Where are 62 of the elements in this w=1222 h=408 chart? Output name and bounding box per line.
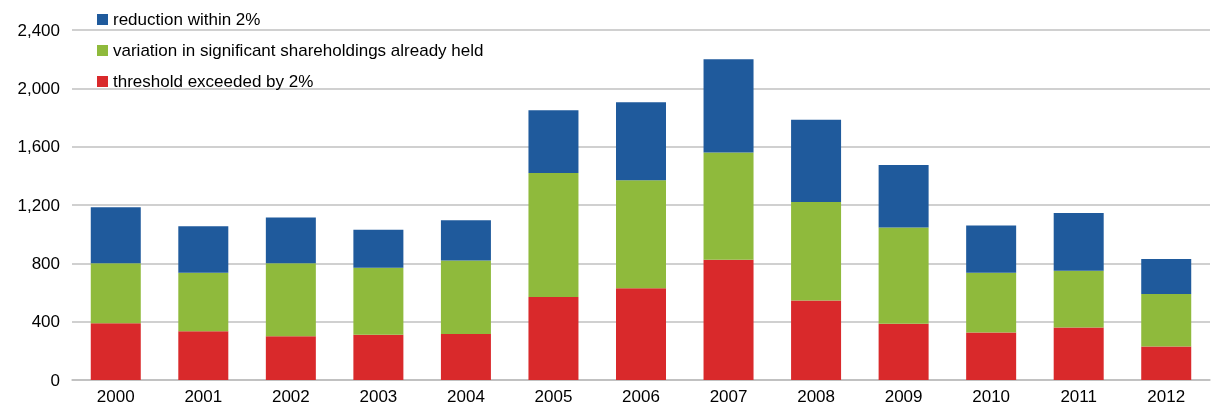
bar xyxy=(616,288,666,380)
x-tick-label: 2004 xyxy=(447,387,485,406)
x-tick-label: 2005 xyxy=(534,387,573,406)
y-tick-label: 1,600 xyxy=(17,137,60,157)
x-tick-label: 2007 xyxy=(709,387,748,406)
bar xyxy=(878,227,929,324)
x-tick-label: 2009 xyxy=(884,387,923,406)
x-tick-label: 2001 xyxy=(184,387,223,406)
bar xyxy=(440,220,491,261)
bar xyxy=(1053,213,1104,271)
legend-label: reduction within 2% xyxy=(113,10,261,29)
bar xyxy=(616,102,666,181)
bar xyxy=(966,272,1017,333)
bar xyxy=(440,334,491,380)
bar xyxy=(528,110,579,173)
bar xyxy=(878,323,929,380)
bar xyxy=(1141,258,1192,294)
bar xyxy=(878,164,929,228)
bar xyxy=(616,180,666,289)
bar xyxy=(265,217,316,264)
y-tick-label: 2,400 xyxy=(17,20,60,40)
x-tick-label: 2012 xyxy=(1147,387,1186,406)
x-tick-label: 2000 xyxy=(96,387,135,406)
bar xyxy=(791,300,842,380)
bar xyxy=(703,259,754,380)
bar xyxy=(90,323,141,380)
bar xyxy=(90,207,141,264)
bar xyxy=(1053,270,1104,328)
bar xyxy=(265,263,316,337)
bar xyxy=(440,260,491,335)
bar xyxy=(178,331,229,380)
y-tick-label: 2,000 xyxy=(17,78,60,98)
x-tick-label: 2008 xyxy=(797,387,835,406)
bar xyxy=(353,334,404,380)
bar xyxy=(966,225,1017,273)
x-tick-label: 2010 xyxy=(972,387,1011,406)
bar xyxy=(1141,293,1192,347)
bar xyxy=(353,229,404,268)
bar xyxy=(178,272,229,332)
y-tick-label: 400 xyxy=(31,312,60,332)
x-tick-label: 2006 xyxy=(622,387,660,406)
bar xyxy=(703,152,754,260)
bar xyxy=(791,202,842,301)
y-tick-label: 1,200 xyxy=(17,195,60,215)
bar xyxy=(703,59,754,153)
bar xyxy=(528,172,579,297)
bar xyxy=(966,332,1017,380)
bar xyxy=(1053,327,1104,380)
x-tick-label: 2002 xyxy=(271,387,310,406)
bar xyxy=(791,119,842,203)
bar xyxy=(353,267,404,335)
y-tick-label: 800 xyxy=(31,253,60,273)
bar xyxy=(528,296,579,380)
bar xyxy=(90,263,141,324)
bar xyxy=(178,226,229,273)
x-tick-label: 2011 xyxy=(1060,387,1097,406)
bar xyxy=(1141,346,1192,380)
y-tick-label: 0 xyxy=(50,370,60,390)
x-tick-label: 2003 xyxy=(359,387,398,406)
bar xyxy=(265,336,316,380)
legend-label: threshold exceeded by 2% xyxy=(113,72,314,91)
legend-label: variation in significant shareholdings already held xyxy=(113,41,484,60)
